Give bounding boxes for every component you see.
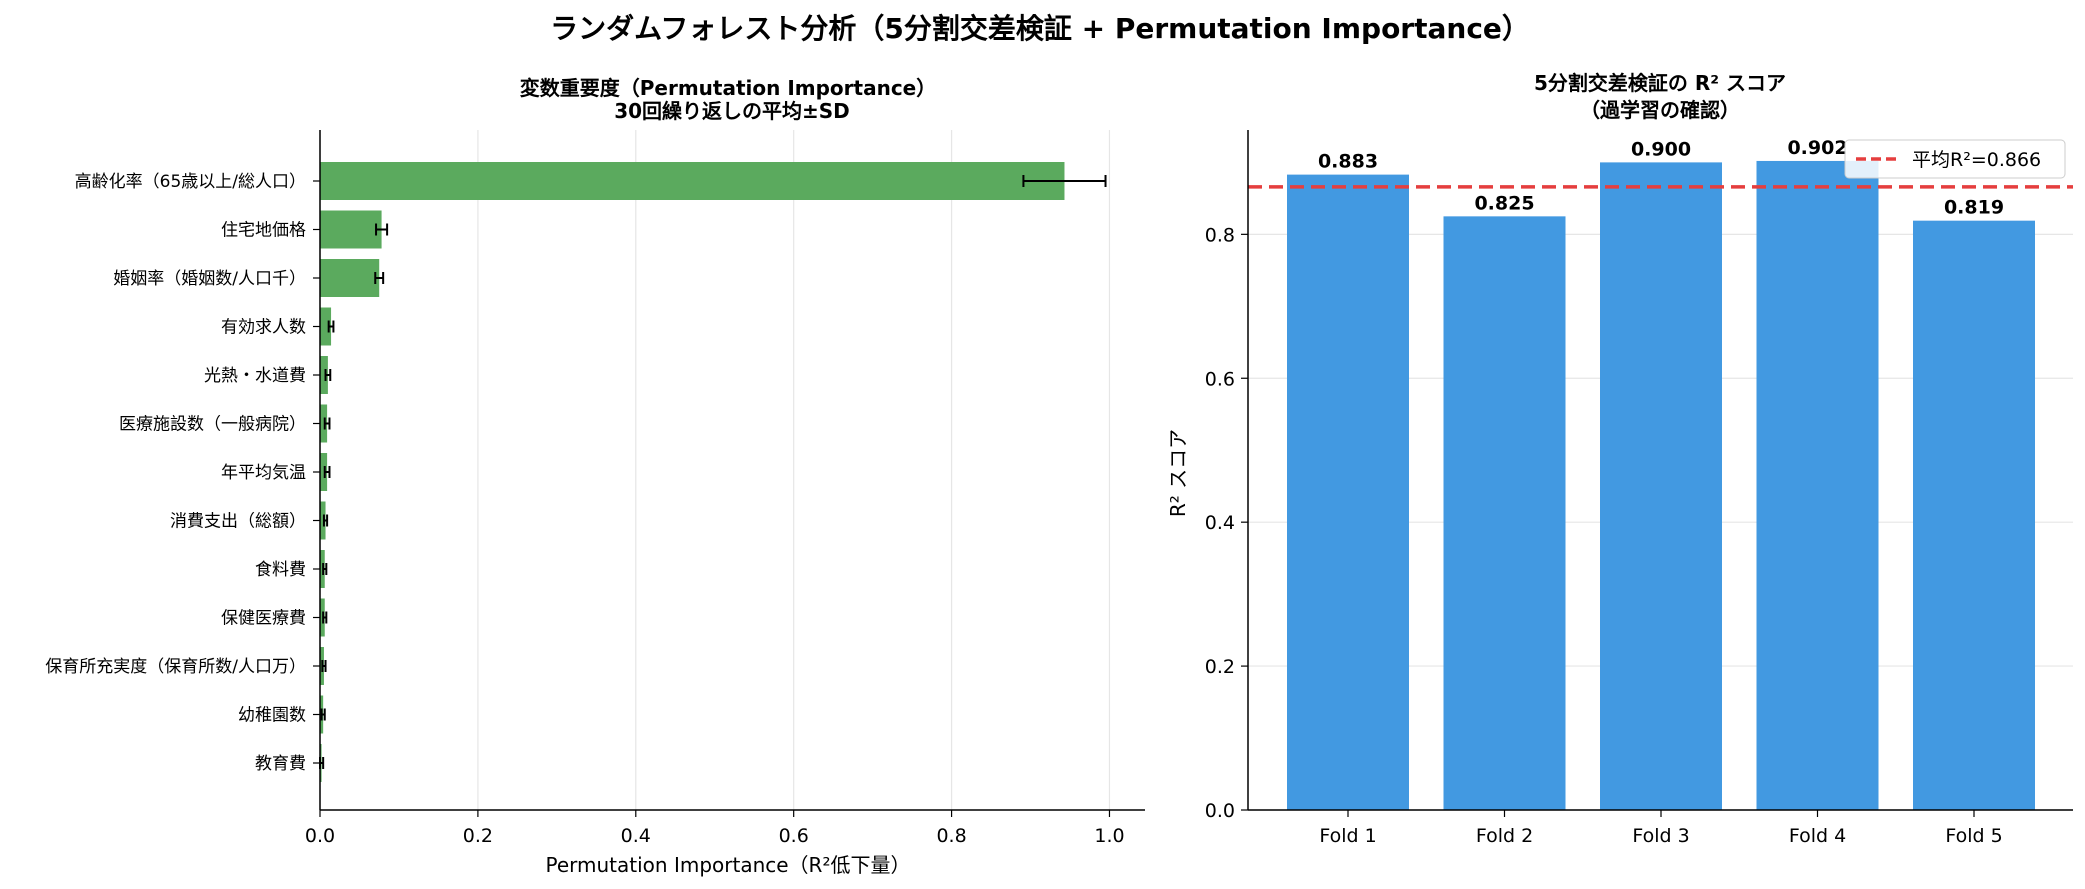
importance-category-label: 医療施設数（一般病院） xyxy=(119,415,306,435)
legend-mean-label: 平均R²=0.866 xyxy=(1912,149,2041,171)
legend-frame xyxy=(1844,139,2066,179)
importance-category-label: 婚姻率（婚姻数/人口千） xyxy=(113,269,306,289)
cv-x-tick-label: Fold 3 xyxy=(1632,825,1689,847)
cv-y-tick-label: 0.0 xyxy=(1205,800,1235,822)
importance-bar xyxy=(320,307,332,346)
cv-bar xyxy=(1287,174,1409,810)
importance-category-label: 食料費 xyxy=(255,560,306,580)
importance-category-label: 保育所充実度（保育所数/人口万） xyxy=(45,657,306,677)
cv-bar xyxy=(1913,220,2035,810)
importance-bar xyxy=(320,356,328,394)
importance-x-tick-label: 0.4 xyxy=(621,825,651,847)
cv-bar xyxy=(1600,162,1722,810)
importance-category-label: 高齢化率（65歳以上/総人口） xyxy=(75,172,306,192)
cv-y-ticks: 0.0 0.2 0.4 0.6 0.8 xyxy=(1205,224,1248,822)
cv-x-ticks: Fold 1 Fold 2 Fold 3 Fold 4 Fold 5 xyxy=(1319,810,2003,847)
importance-bars xyxy=(320,162,1065,782)
cv-bars xyxy=(1287,160,2035,811)
cv-legend: 平均R²=0.866 xyxy=(1844,139,2066,179)
importance-gridlines xyxy=(319,130,1111,810)
importance-x-tick-label: 0.0 xyxy=(305,825,335,847)
figure-title: ランダムフォレスト分析（5分割交差検証 + Permutation Import… xyxy=(550,12,1530,45)
importance-bar xyxy=(320,453,328,491)
cv-y-axis-label: R² スコア xyxy=(1166,429,1190,517)
importance-chart: 変数重要度（Permutation Importance） 30回繰り返しの平均… xyxy=(45,76,1145,877)
importance-category-label: 有効求人数 xyxy=(221,318,306,338)
cv-value-label: 0.819 xyxy=(1944,197,2004,219)
importance-bar xyxy=(320,404,328,443)
importance-bar xyxy=(320,501,326,540)
cv-x-tick-label: Fold 4 xyxy=(1789,825,1846,847)
cv-value-label: 0.900 xyxy=(1631,138,1691,160)
importance-x-tick-label: 1.0 xyxy=(1094,825,1124,847)
importance-x-tick-label: 0.8 xyxy=(936,825,966,847)
cv-y-tick-label: 0.8 xyxy=(1205,224,1235,246)
importance-bar xyxy=(320,259,380,297)
cv-value-labels: 0.883 0.825 0.900 0.902 0.819 xyxy=(1318,137,2004,219)
importance-category-label: 保健医療費 xyxy=(221,609,306,629)
importance-x-ticks: 0.0 0.2 0.4 0.6 0.8 1.0 xyxy=(305,810,1125,847)
importance-x-tick-label: 0.2 xyxy=(463,825,493,847)
importance-category-label: 年平均気温 xyxy=(221,463,306,483)
importance-bar xyxy=(320,210,382,249)
cv-x-tick-label: Fold 5 xyxy=(1945,825,2002,847)
importance-chart-title-line1: 変数重要度（Permutation Importance） xyxy=(520,76,937,100)
cv-y-tick-label: 0.2 xyxy=(1205,656,1235,678)
cv-chart-title-line2: （過学習の確認） xyxy=(1580,98,1740,122)
importance-category-label: 住宅地価格 xyxy=(221,221,306,241)
importance-bar xyxy=(320,162,1065,200)
cv-x-tick-label: Fold 2 xyxy=(1476,825,1533,847)
cv-value-label: 0.825 xyxy=(1474,192,1534,214)
importance-chart-title-line2: 30回繰り返しの平均±SD xyxy=(614,99,850,123)
importance-category-label: 光熱・水道費 xyxy=(204,366,306,386)
importance-category-label: 教育費 xyxy=(255,754,306,774)
cv-value-label: 0.902 xyxy=(1787,137,1847,159)
importance-category-label: 幼稚園数 xyxy=(238,706,306,726)
importance-category-label: 消費支出（総額） xyxy=(170,512,306,532)
importance-x-axis-label: Permutation Importance（R²低下量） xyxy=(546,853,911,877)
cv-y-tick-label: 0.6 xyxy=(1205,368,1235,390)
cv-chart-title-line1: 5分割交差検証の R² スコア xyxy=(1534,71,1786,95)
cv-value-label: 0.883 xyxy=(1318,151,1378,173)
cv-bar xyxy=(1756,160,1879,811)
cv-score-chart: 5分割交差検証の R² スコア （過学習の確認） 0.883 0.825 0.900… xyxy=(1166,71,2073,847)
cv-y-tick-label: 0.4 xyxy=(1205,512,1235,534)
cv-x-tick-label: Fold 1 xyxy=(1319,825,1376,847)
importance-x-tick-label: 0.6 xyxy=(779,825,809,847)
importance-error-bars xyxy=(319,175,1107,769)
cv-bar xyxy=(1443,216,1566,810)
